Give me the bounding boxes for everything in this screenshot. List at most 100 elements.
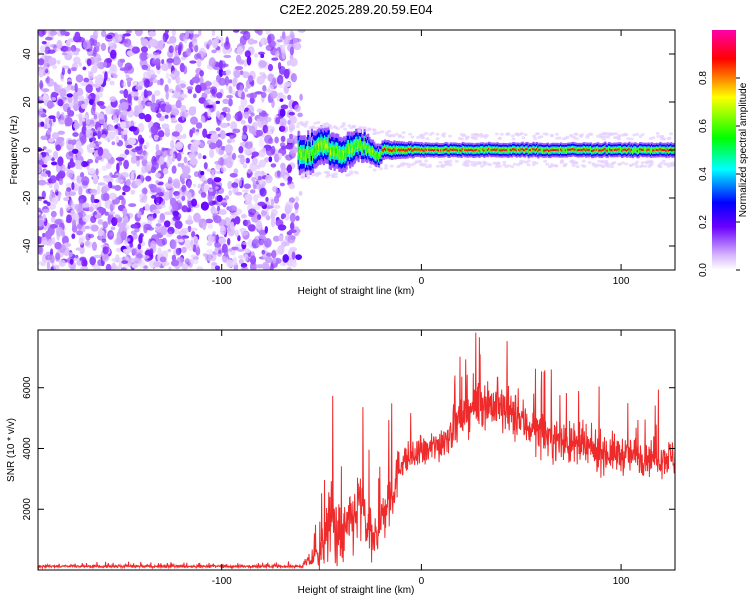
spectrogram-cell bbox=[134, 146, 142, 151]
spectrogram-cell bbox=[41, 190, 46, 200]
spectrogram-cell bbox=[219, 130, 226, 140]
spectrogram-cell bbox=[518, 162, 523, 165]
spectrogram-cell bbox=[359, 142, 363, 147]
spectrogram-cell bbox=[142, 150, 147, 156]
spectrogram-cell bbox=[256, 75, 265, 85]
spectrogram-cell bbox=[44, 156, 52, 161]
spectrogram-cell bbox=[609, 162, 614, 166]
spectrogram-cell bbox=[75, 113, 83, 118]
spectrogram-cell bbox=[390, 133, 395, 137]
spectrogram-cell bbox=[213, 177, 222, 183]
spectrogram-x-label: Height of straight line (km) bbox=[298, 286, 415, 297]
spectrogram-cell bbox=[428, 148, 431, 151]
spectrogram-cell bbox=[664, 149, 667, 151]
spectrogram-cell bbox=[441, 149, 444, 152]
spectrogram-cell bbox=[122, 81, 127, 88]
spectrogram-cell bbox=[73, 51, 79, 56]
spectrogram-cell bbox=[253, 194, 259, 203]
spectrogram-cell bbox=[610, 149, 613, 152]
spectrogram-cell bbox=[462, 148, 466, 151]
spectrogram-cell bbox=[156, 112, 162, 118]
spectrogram-cell bbox=[260, 37, 268, 46]
spectrogram-cell bbox=[38, 30, 45, 37]
spectrogram-cell bbox=[189, 158, 198, 166]
spectrogram-cell bbox=[152, 78, 158, 84]
spectrogram-cell bbox=[181, 195, 186, 201]
spectrogram-cell bbox=[144, 164, 151, 173]
spectrogram-cell bbox=[240, 120, 246, 125]
spectrogram-cell bbox=[589, 148, 593, 151]
spectrogram-cell bbox=[220, 166, 227, 173]
spectrogram-cell bbox=[274, 153, 280, 163]
spectrogram-cell bbox=[249, 189, 256, 194]
spectrogram-cell bbox=[550, 163, 554, 167]
spectrogram-cell bbox=[42, 146, 47, 150]
spectrogram-cell bbox=[272, 77, 277, 86]
spectrogram-cell bbox=[421, 133, 426, 137]
spectrogram-cell bbox=[510, 149, 514, 152]
spectrogram-cell bbox=[257, 183, 265, 189]
spectrogram-cell bbox=[175, 123, 183, 134]
spectrogram-cell bbox=[217, 133, 221, 138]
spectrogram-cell bbox=[242, 71, 250, 79]
spectrogram-cell bbox=[263, 263, 269, 270]
spectrogram-cell bbox=[547, 165, 552, 169]
spectrogram-cell bbox=[449, 148, 452, 151]
spectrogram-cell bbox=[171, 30, 176, 37]
snr-x-label: Height of straight line (km) bbox=[298, 585, 415, 596]
spectrogram-cell bbox=[76, 151, 82, 160]
spectrogram-cell bbox=[323, 170, 328, 174]
spectrogram-cell bbox=[85, 233, 91, 241]
spectrogram-cell bbox=[181, 205, 188, 213]
spectrogram-cell bbox=[643, 164, 647, 168]
spectrogram-cell bbox=[51, 161, 58, 166]
spectrogram-cell bbox=[328, 148, 331, 154]
spectrogram-cell bbox=[232, 152, 237, 160]
spectrogram-cell bbox=[364, 146, 367, 151]
spectrogram-cell bbox=[397, 149, 400, 152]
spectrogram-cell bbox=[218, 237, 227, 245]
spectrogram-cell bbox=[466, 135, 470, 139]
spectrogram-cell bbox=[187, 180, 192, 189]
spectrogram-cell bbox=[48, 138, 55, 143]
spectrogram-cell bbox=[256, 118, 261, 126]
spectrogram-cell bbox=[95, 155, 103, 161]
spectrogram-cell bbox=[47, 30, 51, 36]
spectrogram-cell bbox=[275, 189, 282, 198]
spectrogram-cell bbox=[81, 118, 86, 122]
spectrogram-cell bbox=[218, 202, 222, 207]
spectrogram-cell bbox=[60, 30, 66, 36]
spectrogram-cell bbox=[331, 175, 336, 179]
spectrogram-cell bbox=[500, 149, 503, 152]
spectrogram-cell bbox=[369, 149, 372, 154]
spectrogram-y-label: Frequency (Hz) bbox=[9, 116, 20, 185]
spectrogram-cell bbox=[460, 149, 463, 152]
spectrogram-cell bbox=[109, 80, 115, 86]
spectrogram-cell bbox=[574, 148, 577, 151]
spectrogram-cell bbox=[41, 164, 48, 168]
spectrogram-cell bbox=[254, 53, 258, 58]
spectrogram-cell bbox=[207, 98, 213, 105]
spectrogram-cell bbox=[97, 141, 102, 145]
spectrogram-cell bbox=[261, 210, 267, 216]
spectrogram-cell bbox=[634, 148, 637, 151]
spectrogram-cell bbox=[461, 134, 466, 138]
spectrogram-cell bbox=[612, 161, 617, 164]
spectrogram-cell bbox=[120, 230, 127, 241]
spectrogram-cell bbox=[105, 162, 112, 169]
spectrogram-cell bbox=[491, 148, 494, 151]
spectrogram-cell bbox=[504, 165, 509, 168]
spectrogram-cell bbox=[236, 54, 242, 63]
spectrogram-cell bbox=[514, 132, 519, 136]
x-tick-label: -100 bbox=[212, 276, 232, 287]
spectrogram-cell bbox=[646, 149, 649, 152]
spectrogram-cell bbox=[327, 141, 330, 147]
spectrogram-cell bbox=[228, 85, 233, 94]
spectrogram-cell bbox=[380, 152, 383, 156]
spectrogram-cell bbox=[391, 149, 394, 153]
spectrogram-cell bbox=[167, 248, 172, 253]
spectrogram-cell bbox=[41, 236, 48, 245]
spectrogram-cell bbox=[238, 255, 245, 259]
spectrogram-cell bbox=[389, 164, 394, 168]
spectrogram-cell bbox=[204, 89, 211, 95]
